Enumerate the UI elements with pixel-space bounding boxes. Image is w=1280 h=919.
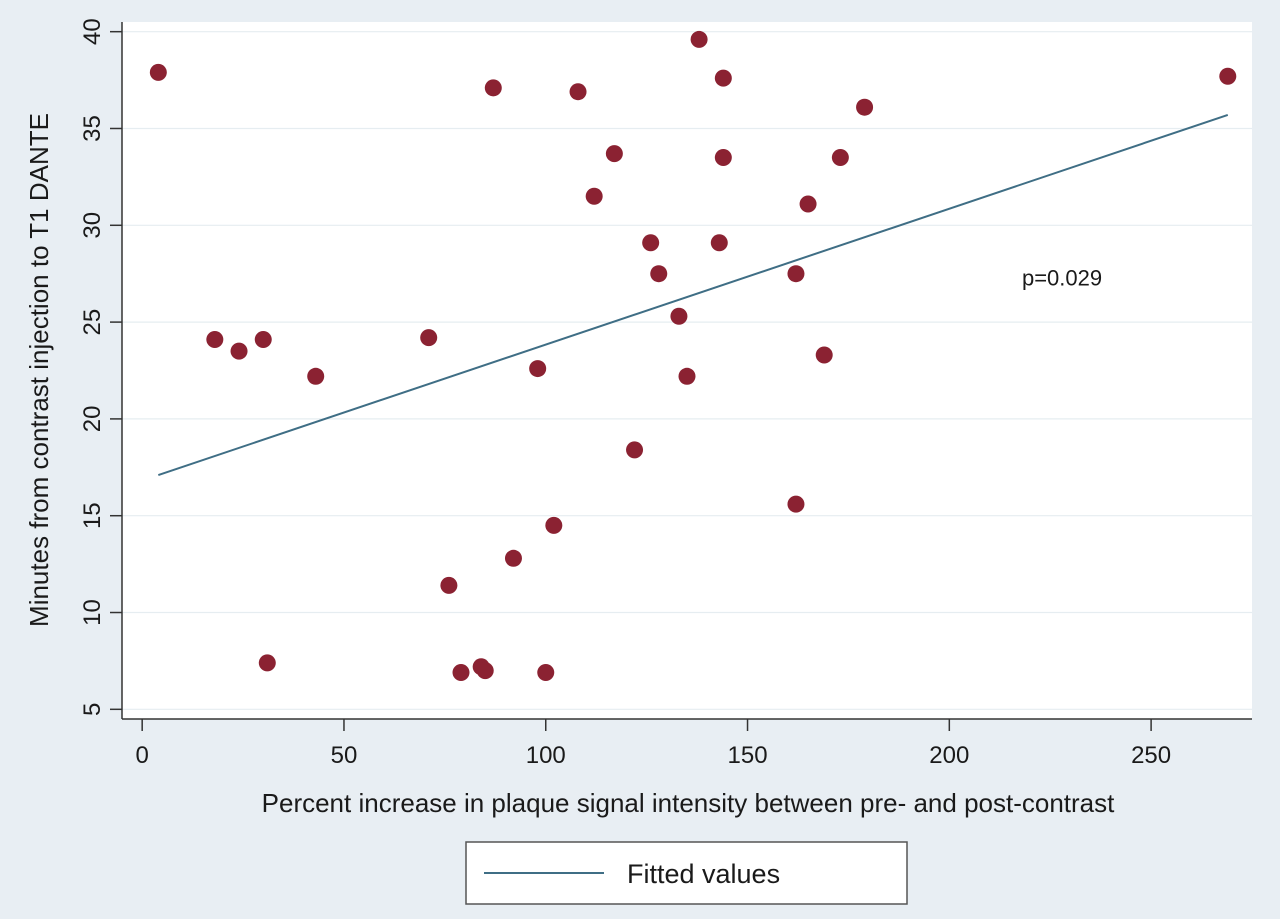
data-point-6 [307,367,325,385]
data-point-11 [476,662,494,680]
data-point-17 [569,83,587,101]
data-point-2 [206,331,224,349]
legend: Fitted values [465,841,908,905]
data-point-26 [710,234,728,252]
data-point-9 [452,664,470,682]
data-point-7 [420,329,438,347]
y-tick-label-30: 30 [79,212,106,239]
data-points [149,30,1237,682]
y-tick-label-20: 20 [79,406,106,433]
y-tick-label-25: 25 [79,309,106,336]
fitted-line [158,113,1229,476]
axes [110,22,1252,731]
data-point-27 [714,69,732,87]
x-tick-label-50: 50 [331,742,358,769]
y-axis-title: Minutes from contrast injection to T1 DA… [24,113,54,627]
data-point-35 [1219,67,1237,85]
data-point-19 [605,145,623,163]
data-point-28 [714,149,732,167]
x-tick-label-100: 100 [526,742,566,769]
data-point-16 [545,516,563,534]
data-point-14 [529,360,547,378]
data-point-31 [799,195,817,213]
data-point-24 [678,367,696,385]
x-tick-label-200: 200 [929,742,969,769]
data-point-15 [537,664,555,682]
data-point-32 [815,346,833,364]
data-point-4 [254,331,272,349]
y-tick-label-35: 35 [79,115,106,142]
data-point-29 [787,265,805,283]
fitted-line-group [158,113,1229,476]
x-tick-label-150: 150 [728,742,768,769]
data-point-34 [856,98,874,116]
legend-box [465,841,908,905]
y-tick-label-10: 10 [79,599,106,626]
y-tick-label-15: 15 [79,502,106,529]
tick-labels: 5 10 15 20 25 30 35 40 0 50 100 150 200 250 [79,18,1171,769]
x-axis-title: Percent increase in plaque signal intens… [262,788,1115,818]
data-point-1 [149,63,167,81]
legend-label: Fitted values [627,859,780,889]
x-tick-label-0: 0 [135,742,148,769]
data-point-33 [831,149,849,167]
data-point-21 [642,234,660,252]
y-tick-label-5: 5 [79,703,106,716]
data-point-30 [787,495,805,513]
data-point-8 [440,576,458,594]
y-tick-label-40: 40 [79,18,106,45]
data-point-3 [230,342,248,360]
data-point-18 [585,187,603,205]
data-point-13 [504,549,522,567]
x-tick-label-250: 250 [1131,742,1171,769]
data-point-23 [670,307,688,325]
data-point-20 [626,441,644,459]
data-point-5 [258,654,276,672]
data-point-12 [484,79,502,97]
grid-lines [122,31,1252,710]
data-point-25 [690,30,708,48]
p-value-annotation: p=0.029 [1022,266,1102,291]
data-point-22 [650,265,668,283]
